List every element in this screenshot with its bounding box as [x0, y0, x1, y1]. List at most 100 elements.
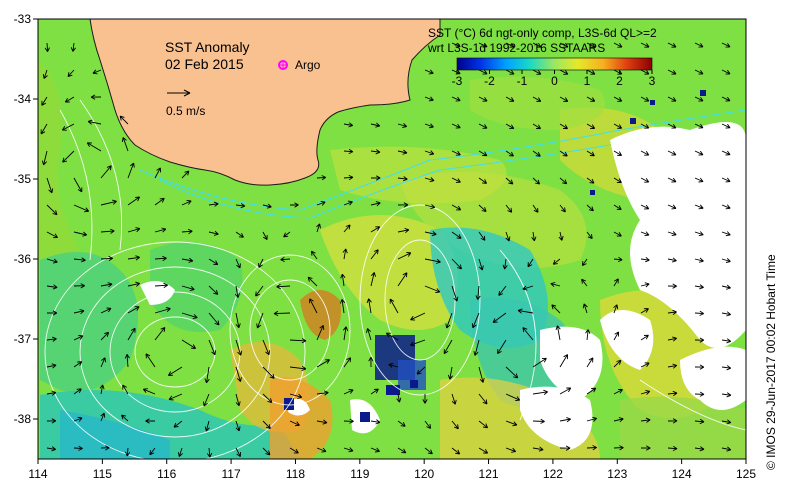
- y-tick-label: -35: [14, 172, 32, 186]
- current-arrow-icon: [505, 366, 519, 379]
- current-arrow-icon: [478, 150, 488, 157]
- current-arrow-icon: [581, 258, 588, 267]
- current-arrow-icon: [410, 339, 426, 347]
- land-australia: [89, 19, 441, 186]
- current-arrow-icon: [424, 96, 434, 102]
- current-arrow-icon: [613, 150, 622, 156]
- current-arrow-icon: [262, 203, 272, 209]
- x-axis: 114 115 116 117 118 119 120 121 122 123 124 125: [28, 459, 756, 481]
- current-arrow-icon: [721, 123, 731, 129]
- current-arrow-icon: [235, 203, 246, 209]
- current-arrow-icon: [154, 282, 168, 288]
- current-arrow-icon: [522, 285, 534, 291]
- current-arrow-icon: [127, 281, 140, 287]
- x-tick-label: 116: [157, 467, 176, 481]
- current-arrow-icon: [343, 174, 354, 181]
- current-arrow-icon: [558, 231, 564, 241]
- current-arrow-icon: [424, 177, 435, 183]
- current-arrow-icon: [613, 331, 620, 341]
- current-arrow-icon: [613, 204, 622, 211]
- current-arrow-icon: [451, 96, 461, 102]
- current-arrow-icon: [41, 150, 48, 166]
- current-arrow-icon: [46, 336, 57, 342]
- product-line-2: wrt L3S-1d 1992-2016 SSTAARS: [427, 41, 605, 55]
- current-arrow-icon: [100, 445, 110, 451]
- current-arrow-icon: [181, 200, 192, 206]
- dropout-speckles: [284, 90, 706, 422]
- current-arrow-icon: [64, 96, 75, 103]
- current-arrow-icon: [721, 150, 731, 156]
- current-arrow-icon: [234, 285, 240, 298]
- current-arrow-icon: [316, 447, 327, 453]
- current-arrow-icon: [694, 42, 704, 48]
- current-arrow-icon: [235, 258, 241, 269]
- current-arrow-icon: [613, 417, 624, 423]
- current-arrow-icon: [397, 272, 408, 287]
- current-arrow-icon: [559, 123, 568, 130]
- current-arrow-icon: [478, 231, 486, 241]
- current-arrow-icon: [451, 420, 459, 430]
- current-arrow-icon: [640, 389, 651, 395]
- velocity-scale: 0.5 m/s: [166, 89, 205, 118]
- current-arrow-icon: [721, 177, 731, 183]
- current-arrow-icon: [316, 200, 326, 206]
- current-arrow-icon: [235, 231, 244, 238]
- current-arrow-icon: [258, 258, 264, 268]
- current-arrow-icon: [424, 285, 441, 294]
- current-arrow-icon: [505, 150, 514, 157]
- current-arrow-icon: [339, 299, 346, 314]
- current-arrow-icon: [478, 420, 489, 429]
- current-arrow-icon: [73, 257, 86, 263]
- current-arrow-icon: [667, 231, 677, 237]
- colorbar-tick-label: -2: [484, 74, 495, 88]
- current-arrow-icon: [289, 365, 307, 372]
- current-arrow-icon: [478, 177, 488, 184]
- current-arrow-icon: [492, 312, 507, 323]
- current-arrow-icon: [142, 388, 156, 395]
- current-arrow-icon: [154, 197, 165, 206]
- current-arrow-icon: [47, 310, 58, 316]
- current-arrow-icon: [262, 393, 273, 404]
- current-arrow-icon: [208, 285, 219, 295]
- current-arrow-icon: [343, 389, 354, 395]
- current-arrow-icon: [316, 175, 327, 181]
- current-arrow-icon: [640, 123, 650, 129]
- current-arrow-icon: [667, 363, 678, 369]
- current-arrow-icon: [73, 231, 88, 237]
- current-arrow-icon: [100, 412, 106, 422]
- current-arrow-icon: [555, 325, 561, 341]
- current-arrow-icon: [343, 418, 354, 424]
- current-arrow-icon: [451, 69, 461, 75]
- current-arrow-icon: [694, 150, 704, 156]
- current-arrow-icon: [370, 122, 381, 128]
- current-arrow-icon: [505, 204, 513, 213]
- current-arrow-icon: [447, 366, 454, 380]
- current-arrow-icon: [451, 447, 461, 455]
- current-arrow-icon: [471, 312, 480, 329]
- current-arrow-icon: [410, 312, 426, 321]
- current-arrow-icon: [559, 150, 568, 157]
- current-arrow-icon: [235, 339, 243, 356]
- current-arrow-icon: [694, 204, 704, 210]
- current-arrow-icon: [397, 227, 410, 234]
- current-arrow-icon: [396, 393, 402, 403]
- current-arrow-icon: [613, 445, 624, 451]
- current-arrow-icon: [667, 309, 677, 315]
- current-arrow-icon: [154, 255, 167, 262]
- current-arrow-icon: [149, 447, 156, 456]
- current-arrow-icon: [343, 447, 354, 453]
- scale-arrow-icon: [183, 89, 191, 97]
- current-arrow-icon: [262, 231, 268, 240]
- current-arrow-icon: [613, 304, 619, 314]
- current-arrow-icon: [586, 69, 596, 75]
- y-tick-label: -33: [14, 12, 32, 26]
- current-arrow-icon: [694, 231, 704, 237]
- current-arrow-icon: [721, 365, 732, 371]
- current-arrow-icon: [124, 447, 131, 457]
- current-arrow-icon: [424, 150, 435, 156]
- current-arrow-icon: [586, 445, 597, 451]
- current-arrow-icon: [667, 177, 677, 183]
- current-arrow-icon: [550, 282, 561, 288]
- x-tick-label: 118: [286, 467, 305, 481]
- current-arrow-icon: [559, 96, 569, 102]
